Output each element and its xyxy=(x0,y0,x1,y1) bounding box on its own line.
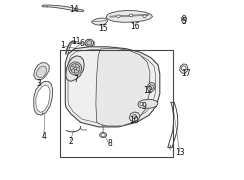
Ellipse shape xyxy=(87,41,92,45)
Ellipse shape xyxy=(117,15,120,17)
Text: 6: 6 xyxy=(80,39,85,48)
Text: 16: 16 xyxy=(131,22,140,31)
Ellipse shape xyxy=(69,62,82,75)
Polygon shape xyxy=(42,5,84,12)
Text: 11: 11 xyxy=(71,37,81,46)
Ellipse shape xyxy=(133,115,137,119)
Text: 10: 10 xyxy=(129,116,139,125)
Polygon shape xyxy=(92,18,108,25)
Polygon shape xyxy=(36,66,47,78)
Text: 12: 12 xyxy=(143,86,153,94)
Ellipse shape xyxy=(74,67,76,70)
Polygon shape xyxy=(96,48,150,126)
Ellipse shape xyxy=(85,39,93,46)
Polygon shape xyxy=(147,82,155,92)
Ellipse shape xyxy=(183,18,185,21)
Text: 15: 15 xyxy=(98,24,108,33)
Text: 8: 8 xyxy=(107,140,112,148)
Polygon shape xyxy=(138,99,158,108)
Polygon shape xyxy=(66,56,84,81)
Bar xyxy=(60,50,173,157)
Ellipse shape xyxy=(100,132,107,138)
Text: 4: 4 xyxy=(41,132,46,141)
Polygon shape xyxy=(181,15,186,23)
Ellipse shape xyxy=(140,102,143,106)
Polygon shape xyxy=(36,85,50,112)
Text: 3: 3 xyxy=(37,79,42,88)
Ellipse shape xyxy=(143,15,146,17)
Polygon shape xyxy=(129,112,140,122)
Text: 5: 5 xyxy=(182,17,186,26)
Text: 9: 9 xyxy=(141,102,146,111)
Text: 1: 1 xyxy=(60,41,65,50)
Ellipse shape xyxy=(129,14,133,17)
Ellipse shape xyxy=(149,85,153,89)
Text: 17: 17 xyxy=(181,69,191,78)
Polygon shape xyxy=(65,47,160,127)
Ellipse shape xyxy=(101,134,105,136)
Polygon shape xyxy=(180,64,188,73)
Ellipse shape xyxy=(182,66,186,71)
Text: 7: 7 xyxy=(74,75,79,84)
Text: 13: 13 xyxy=(175,148,184,157)
Text: 14: 14 xyxy=(70,4,79,14)
Polygon shape xyxy=(34,63,49,80)
Ellipse shape xyxy=(71,64,80,73)
Text: 2: 2 xyxy=(68,137,73,146)
Polygon shape xyxy=(106,10,152,22)
Polygon shape xyxy=(34,81,53,115)
